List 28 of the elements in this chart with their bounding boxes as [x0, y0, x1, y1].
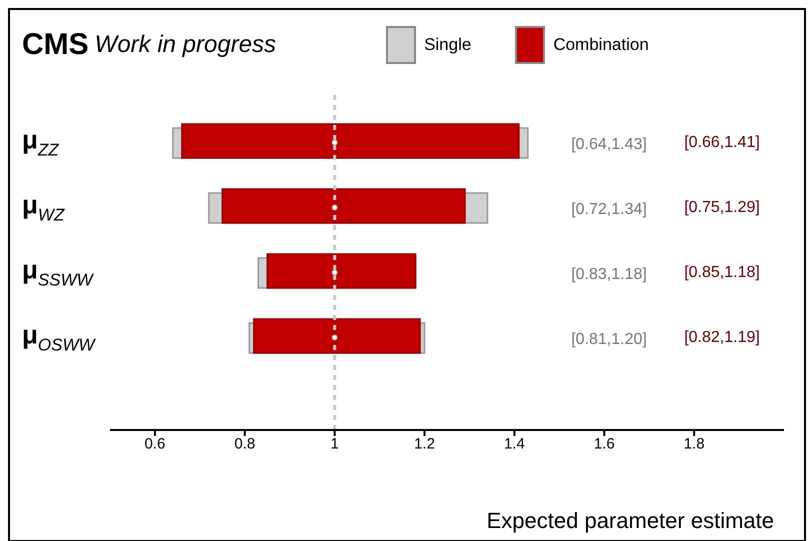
data-label: [0.82,1.19] — [684, 329, 760, 346]
y-tick-label: μ$_{WZ}$ — [22, 190, 65, 224]
x-axis-title: Expected parameter estimate — [486, 508, 774, 535]
y-tick-label: μ$_{SSWW}$ — [22, 254, 95, 290]
y-tick-label: μ$_{ZZ}$ — [22, 124, 60, 160]
legend-label: Combination — [553, 35, 649, 55]
data-label: [0.64,1.43] — [571, 136, 647, 153]
x-tick-label: 1.6 — [594, 436, 615, 453]
bar — [222, 188, 466, 224]
x-tick-label: 1.2 — [414, 436, 435, 453]
data-label: [0.85,1.18] — [684, 264, 760, 281]
x-tick-label: 1.8 — [684, 436, 705, 453]
x-tick-label: 1 — [330, 436, 339, 453]
data-label: [0.75,1.29] — [684, 199, 760, 216]
bar — [253, 318, 421, 354]
x-tick-label: 0.6 — [144, 436, 166, 453]
x-tick-label: 0.8 — [234, 436, 256, 453]
data-label: [0.83,1.18] — [571, 266, 647, 283]
bar — [181, 123, 520, 159]
chart-subtitle: Work in progress — [94, 31, 276, 59]
x-tick-label: 1.4 — [504, 436, 525, 453]
bar — [266, 253, 416, 289]
data-label: [0.66,1.41] — [684, 134, 760, 151]
legend-label: Single — [424, 35, 472, 55]
chart-title: CMS — [22, 28, 89, 62]
data-label: [0.72,1.34] — [571, 201, 647, 218]
data-label: [0.81,1.20] — [571, 331, 647, 348]
y-tick-label: μ$_{OSWW}$ — [22, 320, 97, 354]
